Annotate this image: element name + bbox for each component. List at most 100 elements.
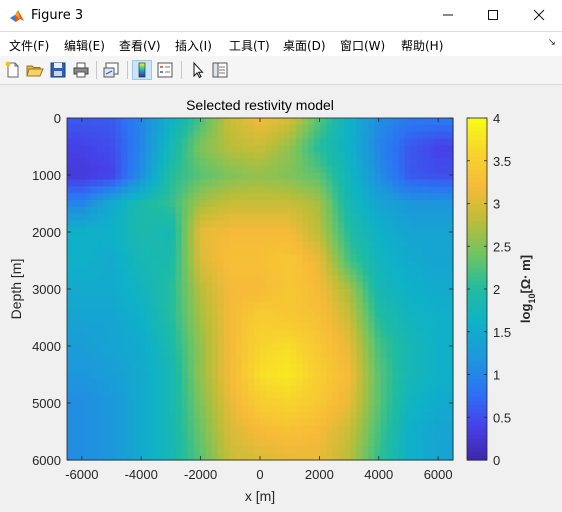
heatmap-cell — [392, 254, 400, 263]
heatmap-cell — [272, 152, 279, 160]
insert-colorbar-button[interactable] — [132, 60, 152, 80]
heatmap-cell — [416, 186, 424, 194]
property-inspector-button[interactable] — [210, 60, 230, 80]
heatmap-cell — [332, 186, 340, 194]
heatmap-cell — [169, 172, 177, 181]
link-plot-button[interactable] — [102, 60, 122, 80]
heatmap-cell — [296, 398, 303, 406]
minimize-button[interactable] — [425, 0, 471, 31]
title-bar[interactable]: Figure 3 — [0, 0, 562, 32]
heatmap-cell — [187, 247, 195, 256]
heatmap-cell — [266, 282, 273, 290]
heatmap-cell — [434, 247, 442, 256]
insert-legend-button[interactable] — [155, 60, 175, 80]
heatmap-cell — [434, 398, 442, 406]
heatmap-cell — [440, 159, 448, 167]
menu-view[interactable]: 查看(V) — [119, 39, 161, 53]
heatmap-cell — [67, 165, 74, 174]
menu-desktop[interactable]: 桌面(D) — [283, 39, 326, 53]
heatmap-cell — [380, 398, 388, 406]
print-button[interactable] — [71, 60, 91, 80]
menu-edit[interactable]: 编辑(E) — [64, 39, 105, 53]
heatmap-cell — [356, 350, 364, 358]
menu-window[interactable]: 窗口(W) — [340, 39, 386, 53]
heatmap-cell — [247, 193, 255, 201]
heatmap-cell — [320, 206, 327, 215]
heatmap-cell — [368, 384, 376, 393]
heatmap-cell — [446, 398, 454, 406]
heatmap-cell — [446, 131, 454, 140]
heatmap-cell — [121, 302, 128, 311]
figure-canvas[interactable]: -6000 -4000 -2000 0 2000 4000 6000 0 1000 2000 300… — [0, 85, 562, 507]
heatmap-cell — [121, 200, 128, 208]
pointer-button[interactable] — [187, 60, 207, 80]
heatmap-cell — [404, 384, 412, 393]
heatmap-cell — [151, 159, 159, 167]
heatmap-cell — [326, 179, 333, 187]
heatmap-cell — [211, 200, 219, 208]
heatmap-cell — [103, 261, 110, 270]
heatmap-cell — [314, 234, 321, 242]
heatmap-cell — [290, 268, 297, 276]
save-button[interactable] — [48, 60, 68, 80]
menu-help[interactable]: 帮助(H) — [401, 39, 444, 53]
heatmap-cell — [169, 282, 177, 290]
heatmap-cell — [169, 193, 177, 201]
heatmap-cell — [398, 453, 406, 461]
heatmap-cell — [193, 165, 201, 174]
heatmap-cell — [79, 165, 86, 174]
menu-overflow-icon[interactable]: ↘ — [547, 37, 556, 48]
heatmap-cell — [338, 343, 346, 352]
heatmap-cell — [223, 323, 231, 331]
menu-insert[interactable]: 插入(I) — [175, 39, 212, 53]
heatmap-cell — [163, 261, 171, 270]
heatmap-cell — [235, 241, 243, 249]
heatmap-cell — [181, 193, 189, 201]
heatmap-cell — [284, 446, 291, 454]
heatmap-cell — [320, 364, 327, 372]
new-figure-button[interactable] — [3, 60, 23, 80]
heatmap-cell — [434, 357, 442, 365]
heatmap-cell — [350, 241, 358, 249]
heatmap-cell — [290, 323, 297, 331]
heatmap-cell — [350, 282, 358, 290]
heatmap-cell — [121, 412, 128, 420]
colorbar-segment — [467, 173, 487, 179]
heatmap-cell — [79, 227, 86, 235]
open-file-button[interactable] — [25, 60, 45, 80]
colorbar-segment — [467, 430, 487, 435]
heatmap-cell — [272, 124, 279, 133]
maximize-button[interactable] — [470, 0, 516, 31]
heatmap-cell — [266, 124, 273, 133]
heatmap-cell — [392, 371, 400, 379]
heatmap-cell — [127, 405, 134, 413]
heatmap-cell — [181, 453, 189, 461]
heatmap-cell — [266, 131, 273, 140]
heatmap-cell — [181, 432, 189, 441]
heatmap-cell — [344, 302, 352, 311]
heatmap-cell — [169, 234, 177, 242]
heatmap-cell — [386, 118, 394, 126]
heatmap-cell — [308, 118, 315, 126]
menu-file[interactable]: 文件(F) — [9, 39, 50, 53]
heatmap-cell — [139, 261, 147, 270]
heatmap-cell — [127, 152, 134, 160]
heatmap-cell — [278, 343, 285, 352]
close-button[interactable] — [516, 0, 562, 31]
heatmap-cell — [235, 412, 243, 420]
heatmap-cell — [266, 234, 273, 242]
heatmap-cell — [302, 118, 309, 126]
heatmap-cell — [133, 241, 140, 249]
heatmap-cell — [79, 439, 86, 447]
heatmap-cell — [260, 384, 267, 393]
heatmap-cell — [338, 247, 346, 256]
heatmap-cell — [193, 412, 201, 420]
menu-tools[interactable]: 工具(T) — [229, 39, 270, 53]
heatmap-cell — [91, 234, 98, 242]
heatmap-cell — [386, 309, 394, 317]
heatmap-cell — [302, 138, 309, 146]
heatmap-cell — [338, 186, 346, 194]
heatmap-cell — [278, 377, 285, 386]
heatmap-cell — [434, 418, 442, 427]
heatmap-cell — [121, 446, 128, 454]
